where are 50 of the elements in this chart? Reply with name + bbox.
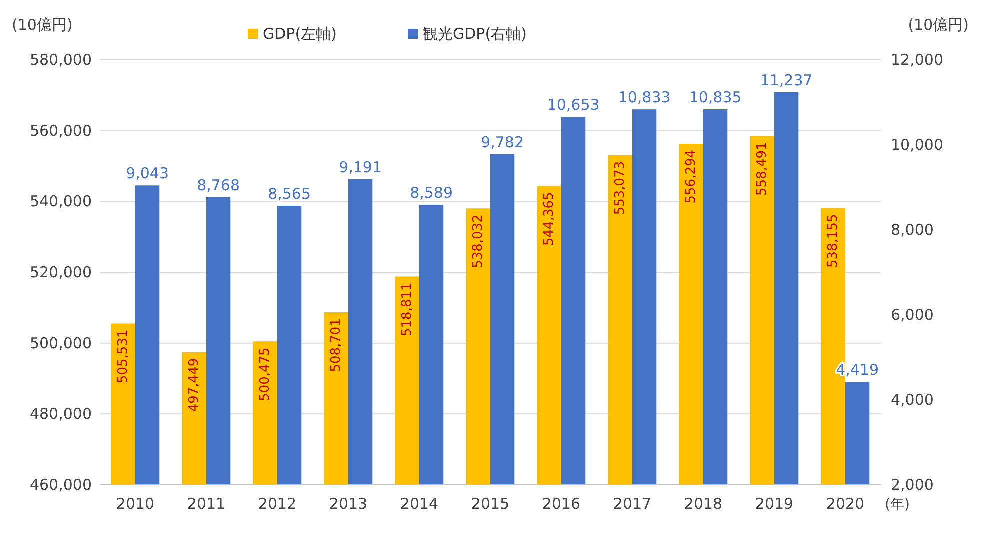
y-tick-label: 480,000 [30,405,92,424]
y-tick-label: 520,000 [30,264,92,282]
y2-tick-label: 8,000 [891,221,934,239]
data-label: 538,155 [826,214,841,268]
data-label: 9,043 [126,164,170,183]
data-label: 500,475 [258,348,273,402]
x-tick-label: 2017 [613,495,652,513]
y2-tick-label: 4,000 [891,391,934,409]
data-label: 8,565 [268,184,312,203]
data-label: 505,531 [116,330,131,384]
y2-axis-title: (10億円) [908,16,969,34]
data-label: 11,237 [760,71,813,90]
data-label: 10,833 [618,88,671,107]
x-tick-label: 2018 [684,495,723,513]
data-label: 9,191 [339,158,382,176]
y-tick-label: 580,000 [30,51,92,69]
x-tick-label: 2013 [329,495,368,513]
y-tick-label: 500,000 [30,334,92,352]
y2-tick-label: 12,000 [891,51,944,69]
legend-label: GDP(左軸) [263,25,337,43]
data-label: 10,653 [547,96,600,114]
x-tick-label: 2020 [826,495,865,513]
data-label: 8,589 [410,184,454,202]
x-tick-label: 2011 [187,495,226,513]
y-tick-label: 560,000 [30,122,92,140]
data-label: 9,782 [481,133,524,152]
y-tick-label: 460,000 [30,476,92,494]
y-tick-label: 540,000 [30,192,92,211]
data-label: 553,073 [612,161,628,216]
x-tick-label: 2014 [400,495,439,513]
data-label: 556,294 [684,150,699,204]
legend-label: 観光GDP(右軸) [423,25,527,43]
y2-tick-label: 6,000 [891,306,934,324]
x-tick-label: 2010 [116,495,155,513]
data-label: 508,701 [328,318,344,372]
x-axis-title: (年) [885,497,910,513]
x-tick-label: 2015 [471,495,510,513]
data-label: 497,449 [186,358,202,412]
data-label: 558,491 [754,142,770,196]
y2-tick-label: 10,000 [891,136,944,154]
data-label: 544,365 [542,192,557,246]
x-tick-label: 2019 [755,495,794,513]
data-label: 538,032 [470,214,486,268]
data-label: 518,811 [400,282,415,336]
y2-tick-label: 2,000 [891,476,934,494]
y-axis-title: (10億円) [12,16,73,34]
x-tick-label: 2016 [542,495,581,513]
data-label: 10,835 [689,88,742,107]
data-label: 8,768 [197,176,240,194]
x-tick-label: 2012 [258,495,297,513]
